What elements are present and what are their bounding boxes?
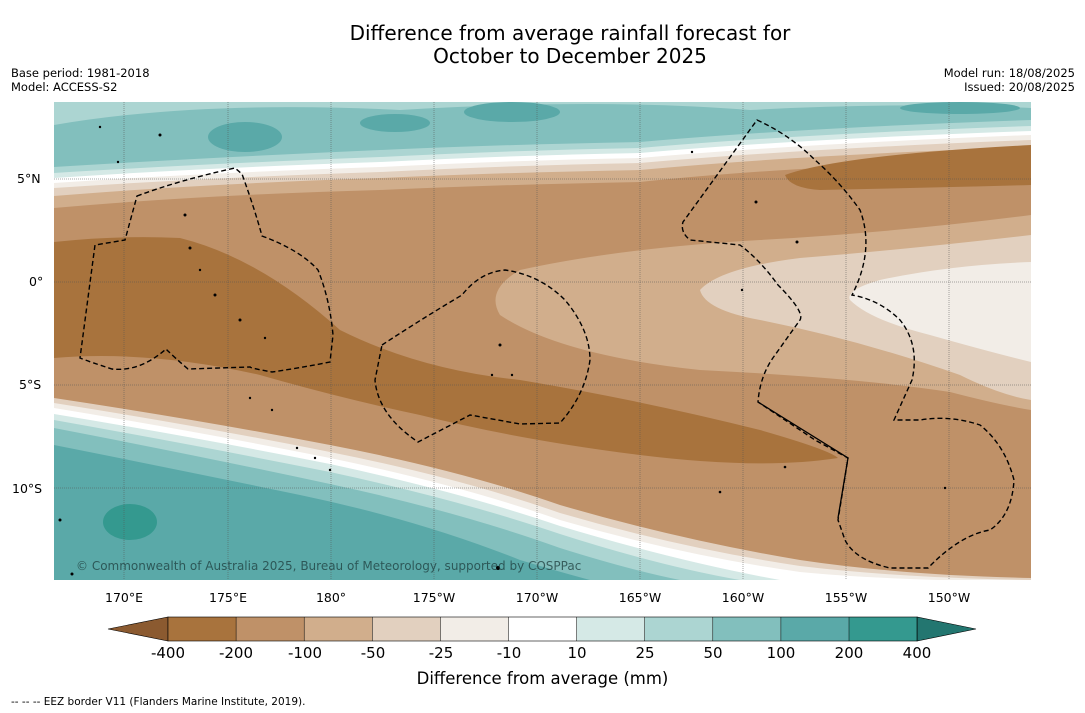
lon-tick-155w: 155°W	[824, 590, 868, 605]
colorbar-swatch	[576, 617, 646, 641]
lon-tick-175e: 175°E	[208, 590, 248, 605]
meta-left: Base period: 1981-2018 Model: ACCESS-S2	[11, 66, 150, 94]
colorbar	[107, 616, 977, 642]
cb-label-4: -25	[428, 644, 454, 662]
colorbar-swatch	[508, 617, 578, 641]
cb-label-11: 400	[902, 644, 932, 662]
colorbar-outline	[167, 616, 918, 642]
eez-solid-segment	[757, 401, 849, 519]
colorbar-swatch	[168, 617, 237, 641]
cb-label-5: -10	[496, 644, 522, 662]
rainfall-contours	[54, 102, 1031, 580]
colorbar-extend-low	[107, 616, 169, 642]
lat-tick-5s: 5°S	[19, 377, 42, 392]
meta-right: Model run: 18/08/2025 Issued: 20/08/2025	[944, 66, 1075, 94]
title-line-2: October to December 2025	[433, 44, 707, 68]
lon-tick-175w: 175°W	[412, 590, 456, 605]
eez-legend-note: -- -- -- EEZ border V11 (Flanders Marine…	[11, 696, 306, 708]
colorbar-swatch	[304, 617, 373, 641]
lon-tick-170e: 170°E	[104, 590, 144, 605]
cb-label-0: -400	[150, 644, 186, 662]
map-title: Difference from average rainfall forecas…	[0, 22, 1085, 68]
lat-tick-0: 0°	[29, 274, 44, 289]
eez-tuvalu-kiribati-west	[79, 167, 334, 373]
contour-north-light	[54, 102, 1031, 125]
cb-label-1: -200	[218, 644, 254, 662]
base-period: Base period: 1981-2018	[11, 66, 150, 80]
lon-tick-180: 180°	[315, 590, 347, 605]
contour-north-patch-3	[464, 102, 560, 122]
copyright-notice: © Commonwealth of Australia 2025, Bureau…	[76, 559, 582, 573]
cb-label-7: 25	[635, 644, 655, 662]
contour-core-m200	[54, 237, 838, 464]
lon-tick-160w: 160°W	[721, 590, 765, 605]
contour-band-s-100	[54, 445, 590, 580]
cb-label-10: 200	[834, 644, 864, 662]
graticule	[54, 102, 1031, 580]
colorbar-swatch	[440, 617, 509, 641]
lat-tick-5n: 5°N	[17, 171, 41, 186]
colorbar-swatch	[372, 617, 441, 641]
lat-tick-10s: 10°S	[12, 481, 43, 496]
eez-borders	[79, 119, 1015, 569]
contour-east-m10	[849, 262, 1031, 362]
colorbar-swatch	[644, 617, 714, 641]
cb-label-6: 10	[567, 644, 587, 662]
eez-phoenix	[374, 269, 591, 443]
model-name: Model: ACCESS-S2	[11, 80, 118, 94]
issued-date: Issued: 20/08/2025	[964, 80, 1075, 94]
lon-tick-170w: 170°W	[515, 590, 559, 605]
cb-label-9: 100	[766, 644, 796, 662]
colorbar-swatch	[780, 617, 850, 641]
colorbar-swatch	[849, 617, 918, 641]
eez-line-islands	[681, 119, 1015, 569]
contour-south-patch	[103, 504, 157, 540]
contour-north-patch-4	[900, 102, 1020, 114]
colorbar-title: Difference from average (mm)	[416, 669, 669, 688]
cb-label-2: -100	[287, 644, 323, 662]
model-run: Model run: 18/08/2025	[943, 66, 1075, 80]
colorbar-extend-high	[916, 616, 977, 642]
lon-tick-150w: 150°W	[927, 590, 971, 605]
lon-tick-165w: 165°W	[618, 590, 662, 605]
cb-label-8: 50	[703, 644, 723, 662]
title-line-1: Difference from average rainfall forecas…	[349, 21, 791, 45]
islands	[58, 125, 947, 576]
contour-north-patch-2	[360, 114, 430, 132]
cb-label-3: -50	[360, 644, 386, 662]
colorbar-swatch	[236, 617, 305, 641]
colorbar-swatch	[712, 617, 782, 641]
contour-north-patch-1	[208, 122, 282, 152]
